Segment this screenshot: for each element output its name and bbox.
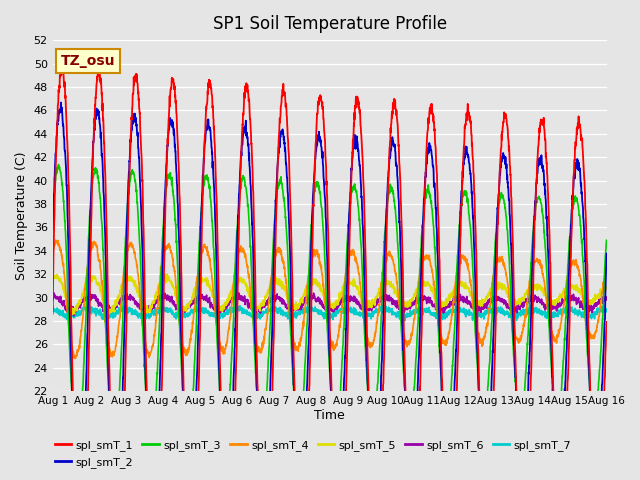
- Title: SP1 Soil Temperature Profile: SP1 Soil Temperature Profile: [212, 15, 447, 33]
- X-axis label: Time: Time: [314, 409, 345, 422]
- Y-axis label: Soil Temperature (C): Soil Temperature (C): [15, 151, 28, 280]
- Legend: spl_smT_1, spl_smT_2, spl_smT_3, spl_smT_4, spl_smT_5, spl_smT_6, spl_smT_7: spl_smT_1, spl_smT_2, spl_smT_3, spl_smT…: [51, 436, 576, 472]
- Text: TZ_osu: TZ_osu: [61, 54, 115, 68]
